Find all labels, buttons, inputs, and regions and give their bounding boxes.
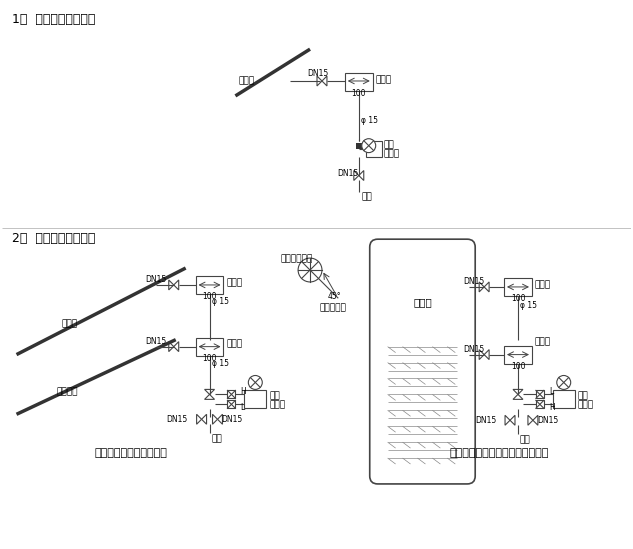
Text: φ 15: φ 15 (211, 358, 229, 368)
Text: 压力: 压力 (384, 141, 394, 150)
Text: 排污: 排污 (520, 435, 530, 444)
FancyBboxPatch shape (370, 239, 475, 484)
Text: 100: 100 (511, 294, 525, 303)
Text: 100: 100 (203, 292, 216, 301)
Bar (504, 346, 532, 363)
Text: L: L (549, 388, 553, 396)
Bar (227, 400, 235, 408)
Text: 2、  差压变送器安装图: 2、 差压变送器安装图 (11, 232, 95, 245)
Text: 变送器: 变送器 (269, 400, 285, 410)
Polygon shape (317, 76, 322, 86)
Text: 冷凝水管: 冷凝水管 (56, 388, 78, 396)
Polygon shape (197, 414, 201, 424)
Text: φ 15: φ 15 (211, 297, 229, 306)
Bar (553, 390, 575, 408)
Text: 1、  压力变送器安装图: 1、 压力变送器安装图 (11, 13, 95, 26)
Polygon shape (528, 415, 533, 425)
Circle shape (298, 258, 322, 282)
Polygon shape (173, 280, 179, 290)
Polygon shape (354, 171, 359, 181)
Text: 测管道差压的安装示意图: 测管道差压的安装示意图 (94, 448, 167, 458)
Polygon shape (479, 282, 484, 292)
Polygon shape (510, 415, 515, 425)
Polygon shape (204, 389, 215, 394)
Text: 排污: 排污 (211, 434, 222, 443)
Text: DN15: DN15 (222, 414, 242, 424)
Text: H: H (549, 404, 555, 412)
Text: DN15: DN15 (475, 416, 496, 425)
Polygon shape (173, 341, 179, 351)
Text: 变送器: 变送器 (578, 400, 594, 410)
Bar (345, 73, 373, 91)
Text: 平衡罐: 平衡罐 (535, 280, 551, 289)
Text: L: L (241, 404, 244, 412)
Bar (504, 278, 532, 296)
Text: DN15: DN15 (463, 345, 485, 354)
Bar (356, 143, 362, 149)
Text: 平衡罐: 平衡罐 (227, 278, 242, 287)
Polygon shape (479, 350, 484, 360)
Text: 100: 100 (203, 354, 216, 362)
Polygon shape (533, 415, 538, 425)
Circle shape (557, 376, 571, 389)
Text: 45°: 45° (328, 292, 342, 301)
Polygon shape (513, 394, 523, 399)
Text: DN15: DN15 (463, 277, 485, 286)
Text: DN15: DN15 (166, 414, 187, 424)
Text: φ 15: φ 15 (361, 116, 378, 125)
Text: 测闪蒸罐冷凝水液位的安装示意图: 测闪蒸罐冷凝水液位的安装示意图 (449, 448, 549, 458)
Bar (536, 390, 544, 399)
Text: 平衡罐: 平衡罐 (376, 75, 392, 84)
Polygon shape (204, 394, 215, 399)
Text: 蒸汽管: 蒸汽管 (61, 320, 77, 329)
Polygon shape (505, 415, 510, 425)
Bar (366, 141, 382, 156)
Polygon shape (218, 414, 222, 424)
Text: 100: 100 (351, 89, 366, 98)
Text: DN15: DN15 (308, 69, 329, 78)
Bar (244, 390, 266, 408)
Text: 蒸汽管: 蒸汽管 (239, 76, 254, 86)
Text: 蒸汽管横截面: 蒸汽管横截面 (280, 254, 313, 263)
Polygon shape (169, 280, 173, 290)
Circle shape (248, 376, 262, 389)
Polygon shape (484, 282, 489, 292)
Bar (227, 390, 235, 399)
Polygon shape (322, 76, 327, 86)
Text: DN15: DN15 (537, 416, 558, 425)
Text: DN15: DN15 (145, 275, 166, 284)
Text: 差压: 差压 (578, 391, 589, 400)
Polygon shape (201, 414, 206, 424)
Text: 引出测量点: 引出测量点 (320, 303, 347, 312)
Text: 平衡罐: 平衡罐 (535, 338, 551, 346)
Text: H: H (241, 388, 246, 396)
Text: DN15: DN15 (337, 169, 358, 177)
Circle shape (362, 139, 376, 153)
Polygon shape (213, 414, 218, 424)
Bar (536, 400, 544, 408)
Polygon shape (169, 341, 173, 351)
Bar (196, 276, 223, 294)
Polygon shape (359, 171, 364, 181)
Bar (196, 338, 223, 356)
Text: 排污: 排污 (362, 192, 372, 201)
Polygon shape (484, 350, 489, 360)
Polygon shape (513, 389, 523, 394)
Text: 平衡罐: 平衡罐 (227, 340, 242, 349)
Text: 100: 100 (511, 362, 525, 371)
Text: 闪蒸罐: 闪蒸罐 (413, 297, 432, 307)
Text: φ 15: φ 15 (520, 301, 537, 310)
Text: DN15: DN15 (145, 337, 166, 346)
Text: 差压: 差压 (269, 391, 280, 400)
Text: 变送器: 变送器 (384, 150, 400, 159)
